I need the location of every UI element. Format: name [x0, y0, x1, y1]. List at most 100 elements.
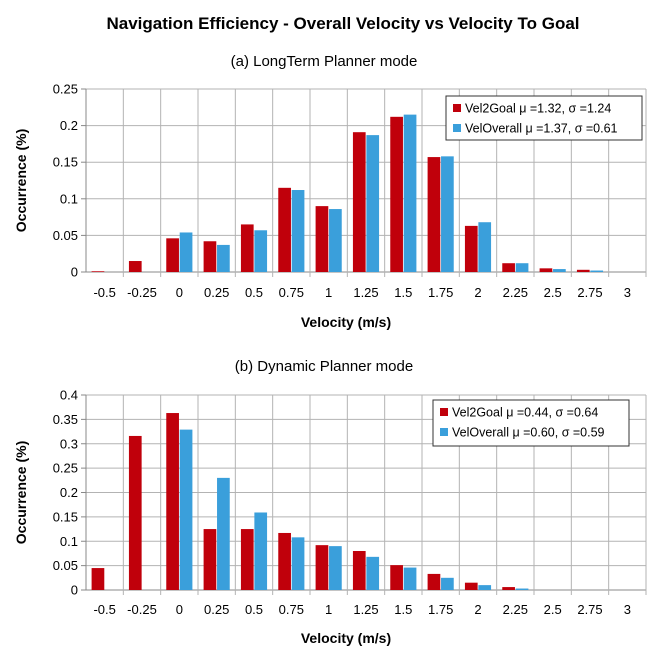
bar-vel2goal [464, 582, 478, 590]
bar-vel2goal [128, 261, 142, 272]
bar-veloverall [478, 585, 492, 590]
legend-box [432, 399, 630, 447]
x-tick-label: 2.5 [544, 285, 562, 300]
legend-swatch-vel2goal [440, 408, 448, 416]
chart-panel-dynamic: (b) Dynamic Planner mode 0 0.05 0.1 0.15 0.2 0… [13, 358, 647, 646]
x-tick-label: 0.5 [245, 602, 263, 617]
bar-veloverall [366, 135, 380, 272]
x-tick-label: 3 [624, 285, 631, 300]
legend-label: VelOverall μ =0.60, σ =0.59 [452, 426, 605, 440]
x-tick-label: 0.75 [279, 602, 304, 617]
y-tick-label: 0 [71, 265, 78, 280]
y-tick-label: 0.05 [53, 228, 78, 243]
legend: Vel2Goal μ =1.32, σ =1.24 VelOverall μ =1… [445, 95, 643, 141]
legend-label: Vel2Goal μ =1.32, σ =1.24 [465, 102, 611, 116]
figure-title: Navigation Efficiency - Overall Velocity… [106, 14, 579, 33]
bar-vel2goal [352, 132, 366, 272]
bar-vel2goal [278, 187, 291, 272]
y-axis-title: Occurrence (%) [13, 129, 29, 232]
legend: Vel2Goal μ =0.44, σ =0.64 VelOverall μ =0… [432, 399, 630, 447]
bar-vel2goal [240, 224, 254, 272]
bar-veloverall [478, 222, 492, 272]
legend-swatch-vel2goal [453, 104, 461, 112]
chart-panel-longterm: (a) LongTerm Planner mode 0 0.05 0.1 0.15 0.2… [13, 53, 647, 330]
bar-vel2goal [315, 545, 329, 590]
x-tick-label: 1.25 [353, 602, 378, 617]
bar-veloverall [441, 156, 454, 272]
legend-swatch-veloverall [440, 428, 448, 436]
x-tick-label: -0.25 [127, 602, 157, 617]
bar-veloverall [254, 230, 268, 272]
legend-swatch-veloverall [453, 124, 461, 132]
x-tick-label: 2 [474, 285, 481, 300]
bar-veloverall [329, 209, 342, 272]
bar-veloverall [291, 537, 305, 590]
y-tick-label: 0.1 [60, 191, 78, 206]
chart-subtitle: (a) LongTerm Planner mode [231, 53, 418, 70]
x-axis-title: Velocity (m/s) [301, 630, 391, 646]
y-tick-label: 0.2 [60, 118, 78, 133]
x-tick-label: 1.25 [353, 285, 378, 300]
bar-veloverall [291, 190, 305, 272]
bar-vel2goal [427, 157, 441, 272]
x-axis-title: Velocity (m/s) [301, 314, 391, 330]
y-tick-label: 0.15 [53, 155, 78, 170]
x-tick-label: 1.75 [428, 602, 453, 617]
bar-veloverall [515, 263, 529, 272]
x-tick-label: -0.5 [93, 285, 115, 300]
bar-veloverall [217, 477, 230, 590]
x-tick-label: 2.25 [503, 285, 528, 300]
x-tick-label: 3 [624, 602, 631, 617]
bar-vel2goal [427, 573, 441, 590]
bar-vel2goal [502, 263, 515, 272]
x-tick-label: -0.25 [127, 285, 157, 300]
x-tick-label: 0.25 [204, 602, 229, 617]
x-tick-label: 1.5 [394, 285, 412, 300]
bar-veloverall [590, 270, 604, 272]
bar-vel2goal [240, 529, 254, 590]
x-tick-label: 2.75 [577, 602, 602, 617]
y-axis-title: Occurrence (%) [13, 441, 29, 544]
bar-vel2goal [128, 435, 142, 590]
x-tick-label: 0 [176, 285, 183, 300]
y-tick-label: 0.05 [53, 558, 78, 573]
bar-veloverall [254, 512, 268, 590]
x-tick-label: 1 [325, 285, 332, 300]
legend-label: Vel2Goal μ =0.44, σ =0.64 [452, 406, 598, 420]
y-tick-label: 0.3 [60, 436, 78, 451]
bar-veloverall [179, 232, 193, 272]
x-tick-label: 0.5 [245, 285, 263, 300]
bar-veloverall [515, 588, 529, 590]
bar-vel2goal [203, 241, 217, 272]
y-tick-label: 0.25 [53, 82, 78, 97]
bar-veloverall [366, 556, 380, 590]
bar-veloverall [329, 546, 342, 590]
bar-vel2goal [203, 529, 217, 590]
x-tick-label: 2.5 [544, 602, 562, 617]
bar-veloverall [403, 114, 417, 273]
bar-veloverall [179, 429, 193, 590]
bar-vel2goal [464, 225, 478, 272]
bar-vel2goal [502, 587, 515, 590]
x-tick-label: -0.5 [93, 602, 115, 617]
bar-vel2goal [278, 532, 291, 590]
bar-veloverall [403, 567, 417, 590]
x-tick-label: 0 [176, 602, 183, 617]
y-tick-label: 0.2 [60, 485, 78, 500]
y-tick-label: 0.25 [53, 461, 78, 476]
x-tick-label: 1.75 [428, 285, 453, 300]
bar-vel2goal [576, 269, 590, 272]
x-tick-label: 0.25 [204, 285, 229, 300]
x-tick-label: 1.5 [394, 602, 412, 617]
y-tick-label: 0.1 [60, 534, 78, 549]
bar-vel2goal [91, 568, 105, 590]
bar-vel2goal [390, 565, 403, 590]
y-tick-label: 0 [71, 583, 78, 598]
bar-vel2goal [166, 413, 179, 590]
bar-veloverall [217, 244, 230, 272]
y-tick-label: 0.4 [60, 388, 78, 403]
bar-vel2goal [390, 116, 403, 272]
y-tick-label: 0.15 [53, 509, 78, 524]
bar-vel2goal [352, 551, 366, 590]
legend-box [445, 95, 643, 141]
